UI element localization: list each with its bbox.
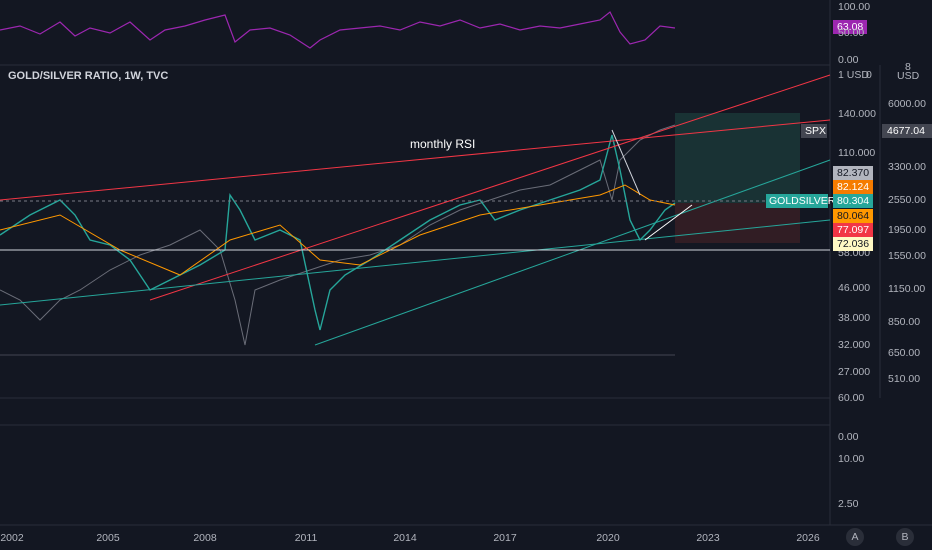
price-badge-label: 77.097: [837, 224, 869, 236]
spx-axis-label: 1950.00: [888, 224, 926, 236]
price-axis-label: 140.000: [838, 108, 876, 120]
loss-zone: [675, 203, 800, 243]
price-axis-label: 110.000: [838, 147, 875, 159]
price-path: [0, 134, 676, 331]
button-bg[interactable]: [846, 528, 864, 546]
spx-axis-label: 3300.00: [888, 161, 926, 173]
currency: 1 USD: [838, 69, 869, 81]
time-axis-label: 2020: [596, 532, 620, 544]
price-badge: [833, 194, 873, 208]
spx-label: SPX: [805, 125, 826, 137]
lower-axis-label: 2.50: [838, 498, 859, 510]
price-badge-label: 80.304: [837, 195, 869, 207]
price-badge: [833, 237, 873, 251]
trend-lines: [0, 74, 831, 356]
spx-axis-label: 510.00: [888, 373, 920, 385]
symbol-label: GOLDSILVER: [769, 195, 836, 207]
annotation: monthly RSI: [410, 137, 475, 151]
price-badge-label: 80.064: [837, 210, 869, 222]
price-axis-label: 46.000: [838, 282, 870, 294]
spx-axis-label: 850.00: [888, 316, 920, 328]
price-badge: [833, 209, 873, 223]
chart-title: GOLD/SILVER RATIO, 1W, TVC: [8, 70, 168, 82]
lower-axis-label: 0.00: [838, 431, 859, 443]
symbol-badge: [766, 194, 828, 208]
time-axis-label: 2002: [0, 532, 24, 544]
rsi-line: [0, 11, 676, 49]
spx-line: [0, 124, 676, 346]
time-axis-label: 2023: [696, 532, 720, 544]
currency-suffix: 0: [866, 69, 872, 81]
price-badge: [833, 180, 873, 194]
spx-value: 4677.04: [887, 125, 925, 137]
moving-average: [0, 184, 676, 276]
price-badge-label: 82.124: [837, 181, 869, 193]
price-badge-label: 82.370: [837, 167, 869, 179]
rsi-axis-label: 50.00: [838, 27, 864, 39]
spx-axis-label: 6000.00: [888, 98, 926, 110]
profit-zone: [675, 113, 800, 203]
spx-axis-label: 1150.00: [888, 283, 925, 295]
button-bg[interactable]: [896, 528, 914, 546]
spx-axis-label: 650.00: [888, 347, 920, 359]
price-badge: [833, 166, 873, 180]
currency-top: 8: [905, 61, 911, 73]
lower-axis-label: 60.00: [838, 392, 864, 404]
price-axis-label: 32.000: [838, 339, 870, 351]
pane-separators: [0, 0, 932, 526]
price-badge-label: 72.036: [837, 238, 869, 250]
spx-axis-label: 2550.00: [888, 194, 926, 206]
price-axis-label: 38.000: [838, 312, 870, 324]
lower-axis-label: 10.00: [838, 453, 864, 465]
button[interactable]: B: [901, 531, 908, 543]
rsi-axis-label: 0.00: [838, 54, 859, 66]
rsi-badge: [833, 20, 867, 34]
time-axis-label: 2008: [193, 532, 217, 544]
time-axis-label: 2014: [393, 532, 417, 544]
price-badge: [833, 223, 873, 237]
rsi-axis-label: 100.00: [838, 1, 870, 13]
time-axis-label: 2017: [493, 532, 517, 544]
price-axis-label: 27.000: [838, 366, 870, 378]
spx-badge: [801, 124, 827, 138]
spx-axis-label: 1550.00: [888, 250, 926, 262]
currency: USD: [897, 70, 920, 82]
rsi-value: 63.08: [837, 21, 863, 33]
button[interactable]: A: [851, 531, 858, 543]
time-axis-label: 2026: [796, 532, 820, 544]
time-axis-label: 2005: [96, 532, 120, 544]
spx-value-badge: [882, 124, 932, 138]
time-axis-label: 2011: [295, 532, 318, 544]
